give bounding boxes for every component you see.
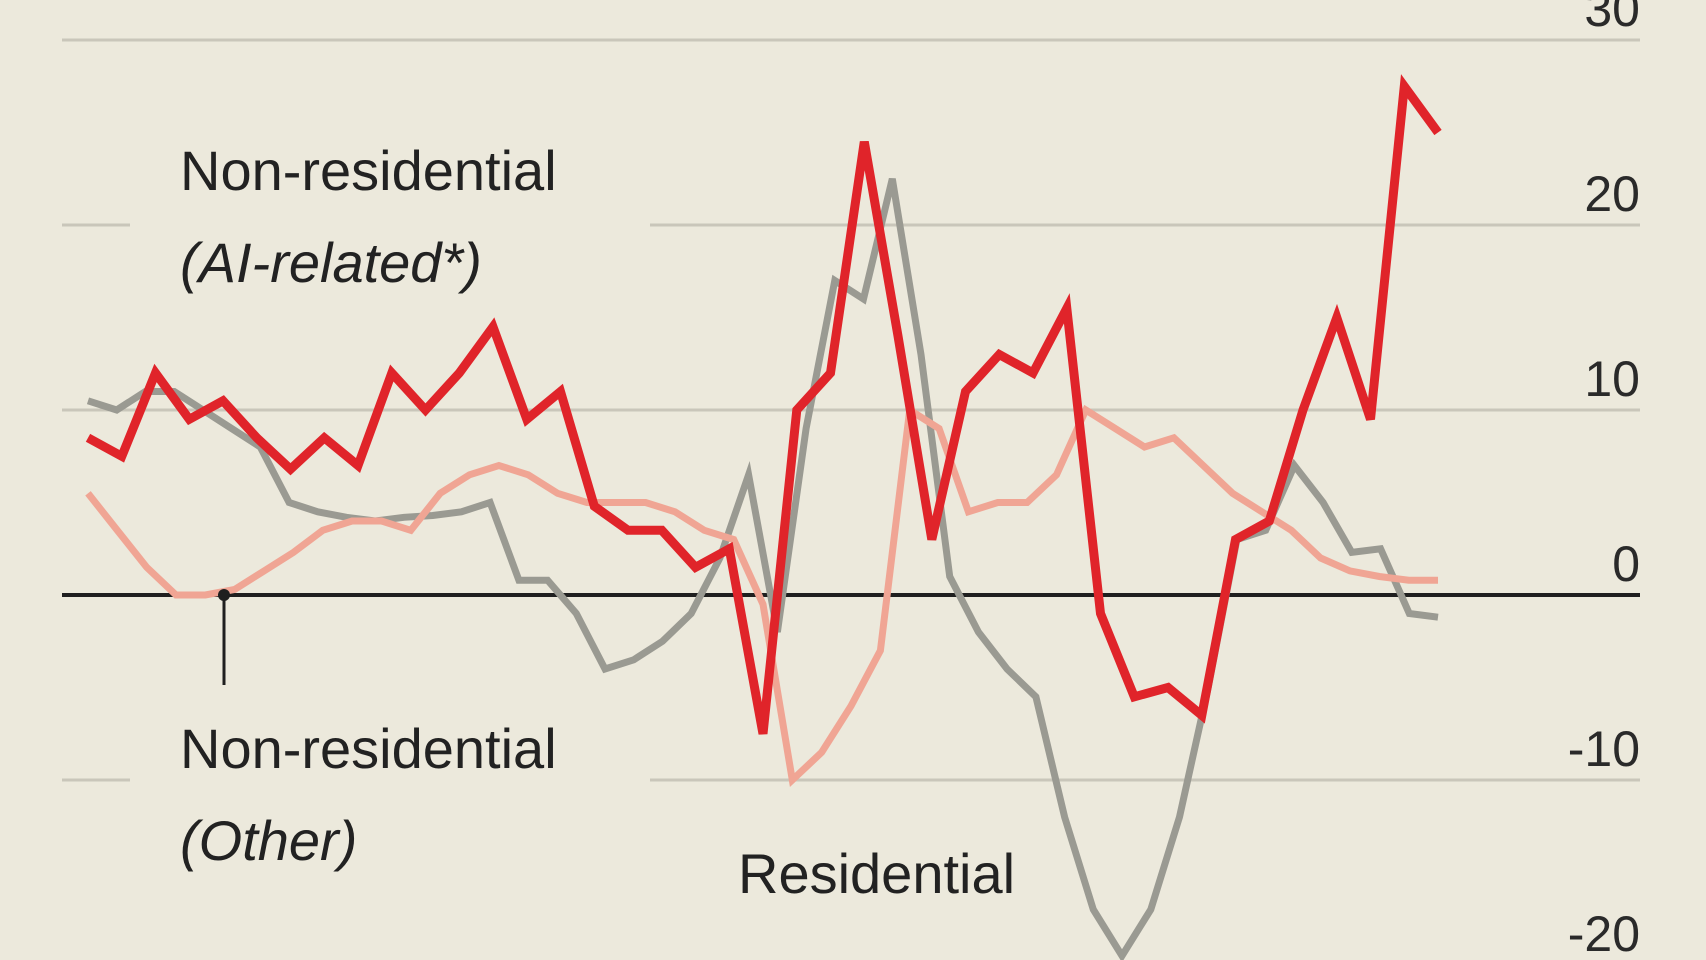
series-line-non-residential-ai-related	[85, 74, 1442, 735]
label-pointer-dot	[218, 589, 230, 601]
series-lines	[85, 74, 1442, 960]
series-label: (Other)	[180, 809, 357, 872]
y-tick-label: -20	[1568, 906, 1640, 960]
other-series-pointer	[218, 589, 230, 685]
y-tick-label: 30	[1584, 0, 1640, 37]
series-label: Non-residential	[180, 139, 557, 202]
label-background	[130, 190, 650, 305]
series-line-non-residential-other	[85, 404, 1438, 788]
series-label: (AI-related*)	[180, 231, 482, 294]
y-tick-label: 10	[1584, 351, 1640, 407]
label-background	[130, 760, 650, 880]
series-label: Non-residential	[180, 717, 557, 780]
y-tick-label: 20	[1584, 166, 1640, 222]
y-axis-tick-labels: 30 20 10 0 -10 -20	[1568, 0, 1640, 960]
y-tick-label: -10	[1568, 721, 1640, 777]
series-label: Residential	[738, 842, 1015, 905]
series-labels: Residential Non-residential (Other) Non-res…	[180, 139, 1015, 905]
y-tick-label: 0	[1612, 536, 1640, 592]
gridlines	[62, 38, 1640, 880]
